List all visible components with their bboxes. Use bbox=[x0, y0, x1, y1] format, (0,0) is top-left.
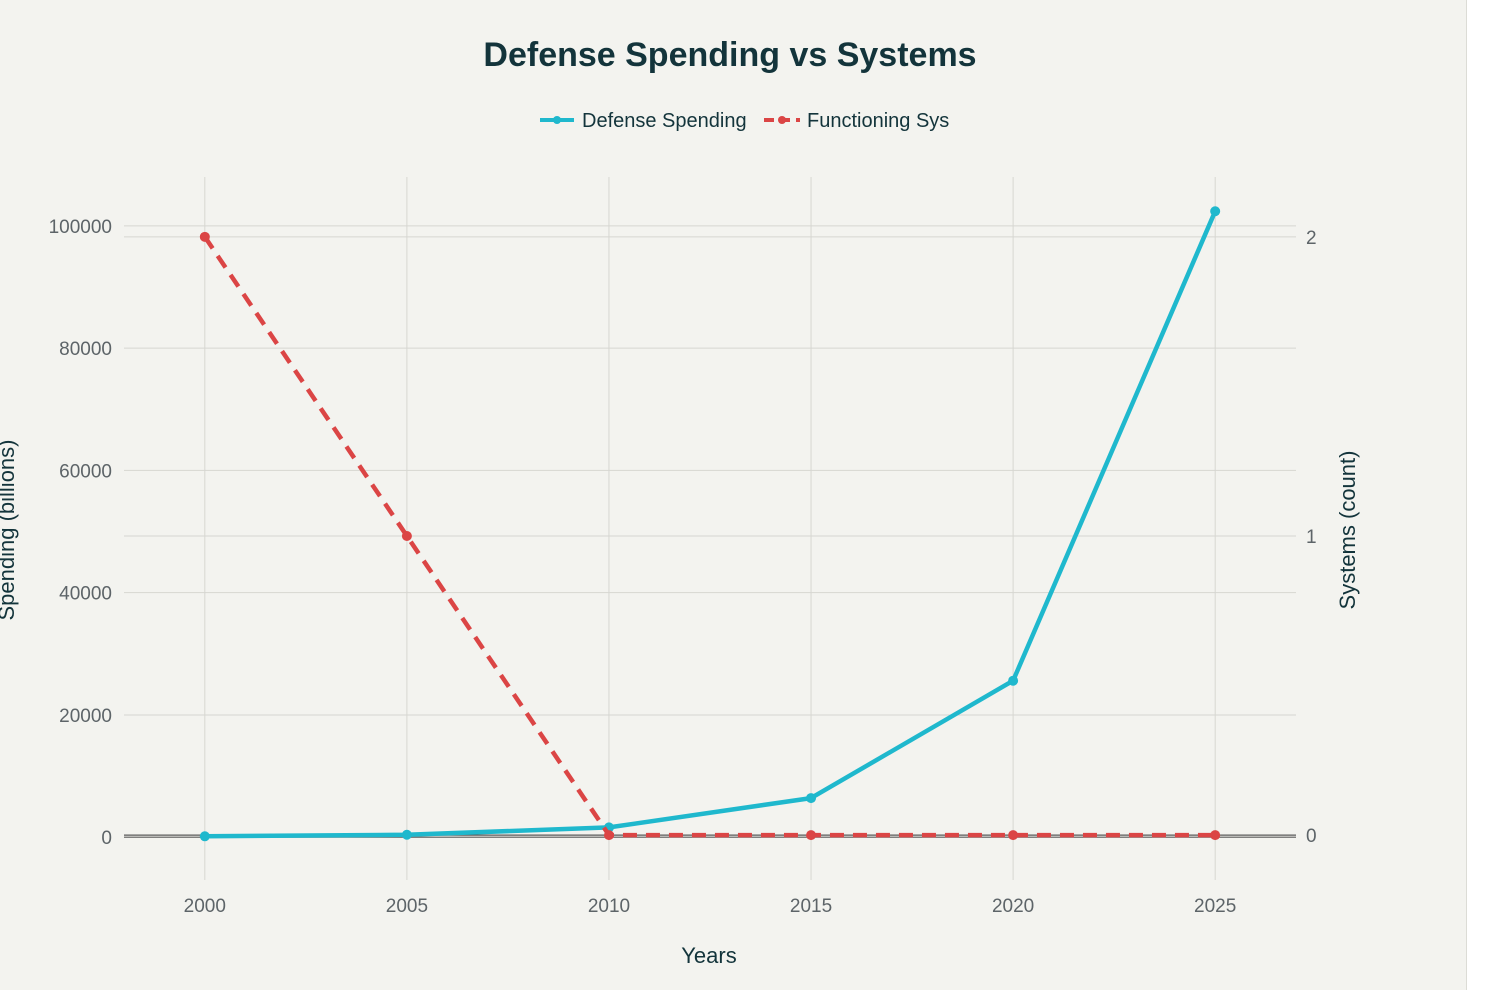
x-tick-label: 2020 bbox=[992, 896, 1034, 917]
series-line-defense-spending[interactable] bbox=[204, 210, 1218, 839]
x-tick-label: 2000 bbox=[184, 896, 226, 917]
panel-edge bbox=[1450, 0, 1467, 990]
axis-layer: 2000 2005 2010 2015 2020 2025 0 20000 40000 60000… bbox=[49, 217, 1317, 917]
chart-svg: Defense Spending vs Systems Defense Spen… bbox=[0, 36, 1360, 968]
y2-axis-title: Systems (count) bbox=[1335, 451, 1360, 610]
data-point-defense-spending[interactable] bbox=[1210, 206, 1221, 217]
grid-layer bbox=[124, 177, 1296, 880]
y-axis-title: Spending (billions) bbox=[0, 440, 19, 621]
data-point-defense-spending[interactable] bbox=[806, 793, 817, 804]
y-tick-label: 100000 bbox=[49, 217, 112, 238]
x-tick-label: 2015 bbox=[790, 896, 832, 917]
x-tick-label: 2025 bbox=[1194, 896, 1236, 917]
y2-tick-label: 1 bbox=[1306, 527, 1317, 548]
chart-title: Defense Spending vs Systems bbox=[483, 36, 976, 74]
y-tick-label: 0 bbox=[101, 828, 112, 849]
data-point-functioning-sys[interactable] bbox=[1210, 830, 1221, 841]
series-layer bbox=[199, 206, 1221, 842]
data-point-functioning-sys[interactable] bbox=[603, 830, 614, 841]
x-axis-title: Years bbox=[681, 943, 736, 968]
data-point-functioning-sys[interactable] bbox=[806, 830, 817, 841]
x-tick-label: 2010 bbox=[588, 896, 630, 917]
legend[interactable]: Defense Spending Functioning Sys bbox=[540, 110, 949, 132]
legend-label-functioning-sys[interactable]: Functioning Sys bbox=[807, 110, 949, 132]
data-point-defense-spending[interactable] bbox=[401, 829, 412, 840]
y-tick-label: 20000 bbox=[59, 706, 112, 727]
y2-tick-label: 0 bbox=[1306, 826, 1317, 847]
data-point-defense-spending[interactable] bbox=[199, 831, 210, 842]
data-point-functioning-sys[interactable] bbox=[199, 231, 210, 242]
legend-marker-defense-spending bbox=[553, 116, 561, 124]
y-tick-label: 60000 bbox=[59, 461, 112, 482]
legend-marker-functioning-sys bbox=[778, 116, 786, 124]
y-tick-label: 40000 bbox=[59, 584, 112, 605]
x-tick-label: 2005 bbox=[386, 896, 428, 917]
y-tick-label: 80000 bbox=[59, 339, 112, 360]
data-point-functioning-sys[interactable] bbox=[401, 530, 412, 541]
y2-tick-label: 2 bbox=[1306, 228, 1317, 249]
data-point-defense-spending[interactable] bbox=[1008, 675, 1019, 686]
legend-label-defense-spending[interactable]: Defense Spending bbox=[582, 110, 747, 132]
series-line-functioning-sys[interactable] bbox=[202, 235, 1216, 838]
data-point-functioning-sys[interactable] bbox=[1008, 830, 1019, 841]
